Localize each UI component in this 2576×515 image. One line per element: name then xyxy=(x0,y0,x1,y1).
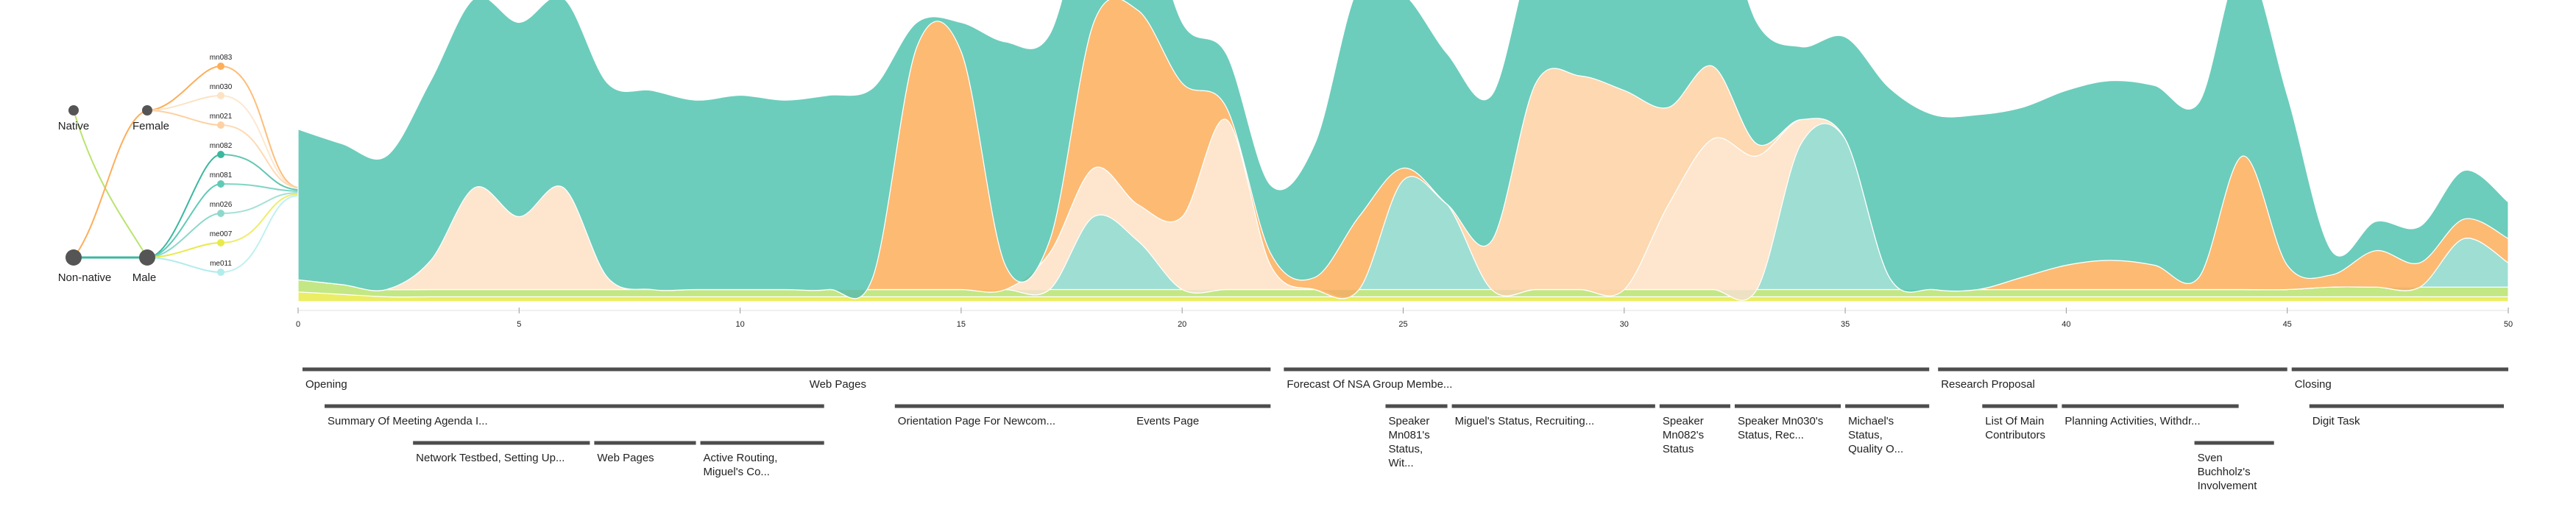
x-axis: 0 5 10 15 20 25 30 35 40 45 50 xyxy=(296,308,2513,329)
tree-link xyxy=(73,110,148,258)
speaker-node[interactable] xyxy=(217,63,224,70)
topic-label: Network Testbed, Setting Up... xyxy=(416,452,565,464)
topic-label: Summary Of Meeting Agenda I... xyxy=(328,415,488,427)
speaker-node[interactable] xyxy=(217,180,224,188)
speaker-label: mn082 xyxy=(210,142,233,150)
speaker-node[interactable] xyxy=(217,239,224,246)
speaker-node[interactable] xyxy=(217,151,224,158)
tree-link xyxy=(220,124,299,188)
topic-label: Web Pages xyxy=(597,452,654,464)
topic-label: Speaker Mn082's Status xyxy=(1663,415,1704,455)
x-tick-label: 25 xyxy=(1398,320,1407,329)
topic-label: Speaker Mn081's Status, Wit... xyxy=(1388,415,1429,469)
topic-label: Miguel's Status, Recruiting... xyxy=(1455,415,1595,427)
tree-link xyxy=(146,110,222,126)
stream-area xyxy=(297,0,2509,302)
tree-link xyxy=(146,242,222,258)
topic-label: Research Proposal xyxy=(1941,378,2035,391)
speaker-label: mn021 xyxy=(210,113,233,121)
tree-label-male: Male xyxy=(132,271,157,284)
topic-label: Web Pages xyxy=(810,378,866,391)
topic-label: Events Page xyxy=(1136,415,1199,427)
x-tick-label: 40 xyxy=(2062,320,2070,329)
speaker-label: me007 xyxy=(210,230,233,238)
tree-link xyxy=(220,183,299,192)
tree-link xyxy=(73,110,148,258)
topic-segments: Opening Web Pages Forecast Of NSA Group Me… xyxy=(302,367,2508,492)
tree-link xyxy=(146,65,222,111)
speaker-label: mn030 xyxy=(210,83,233,91)
topic-label: Closing xyxy=(2295,378,2332,391)
x-tick-label: 0 xyxy=(296,320,300,329)
speaker-node[interactable] xyxy=(217,92,224,99)
x-tick-label: 15 xyxy=(957,320,966,329)
tree-label-non-native: Non-native xyxy=(58,271,112,284)
topic-label: List Of Main Contributors xyxy=(1985,415,2045,441)
x-tick-label: 5 xyxy=(517,320,521,329)
speaker-label: me011 xyxy=(210,260,232,268)
tree-node-male[interactable] xyxy=(139,249,155,266)
topic-label: Orientation Page For Newcom... xyxy=(898,415,1055,427)
topic-label: Planning Activities, Withdr... xyxy=(2064,415,2200,427)
tree-link xyxy=(220,154,299,191)
tree-label-native: Native xyxy=(58,120,90,132)
stream-series[interactable] xyxy=(297,0,2509,299)
x-tick-label: 50 xyxy=(2504,320,2513,329)
tree-link xyxy=(220,65,299,188)
speaker-node[interactable] xyxy=(217,269,224,276)
tree-label-female: Female xyxy=(132,120,169,132)
tree-link xyxy=(220,95,299,188)
speaker-node[interactable] xyxy=(217,210,224,217)
tree-link xyxy=(146,154,222,258)
x-tick-label: 20 xyxy=(1178,320,1186,329)
tree-link xyxy=(220,193,299,244)
x-tick-label: 30 xyxy=(1620,320,1629,329)
tree-link xyxy=(220,192,299,214)
tree-link xyxy=(146,213,222,258)
topic-label: Active Routing, Miguel's Co... xyxy=(704,452,778,478)
speaker-tree: Native Non-native Female Male mn083 mn030… xyxy=(58,54,299,284)
x-tick-label: 45 xyxy=(2283,320,2292,329)
tree-node-native[interactable] xyxy=(68,105,79,116)
speaker-node[interactable] xyxy=(217,121,224,129)
topic-label: Sven Buchholz's Involvement xyxy=(2198,452,2258,492)
speaker-label: mn026 xyxy=(210,201,233,209)
x-tick-label: 10 xyxy=(735,320,744,329)
tree-link xyxy=(220,195,299,273)
tree-link xyxy=(146,257,222,273)
tree-link xyxy=(146,95,222,111)
speaker-label: mn081 xyxy=(210,171,233,180)
tree-node-female[interactable] xyxy=(142,105,152,116)
topic-label: Digit Task xyxy=(2313,415,2360,427)
topic-label: Opening xyxy=(305,378,347,391)
x-tick-label: 35 xyxy=(1841,320,1850,329)
topic-label: Forecast Of NSA Group Membe... xyxy=(1287,378,1452,391)
topic-label: Michael's Status, Quality O... xyxy=(1848,415,1903,455)
tree-link xyxy=(146,183,222,258)
tree-node-non-native[interactable] xyxy=(66,249,82,266)
topic-label: Speaker Mn030's Status, Rec... xyxy=(1738,415,1823,441)
speaker-label: mn083 xyxy=(210,54,233,62)
